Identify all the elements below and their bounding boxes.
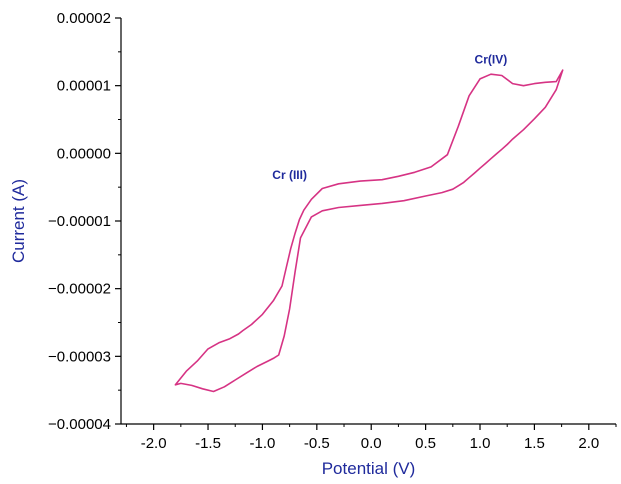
y-tick-label: −0.00001 — [48, 213, 111, 230]
x-tick-label: 2.0 — [578, 435, 599, 452]
y-tick-label: −0.00002 — [48, 281, 111, 298]
ticks-layer: −0.00004 −0.00003 −0.00002 −0.00001 0.00000 0… — [48, 10, 617, 452]
y-tick-label: 0.00001 — [57, 78, 111, 95]
x-tick-label: 1.5 — [524, 435, 545, 452]
peak-annotation: Cr (III) — [272, 168, 307, 182]
x-tick-label: 0.5 — [415, 435, 436, 452]
y-tick-label: −0.00004 — [48, 416, 111, 433]
x-tick-label: -0.5 — [304, 435, 330, 452]
x-tick-label: 0.0 — [361, 435, 382, 452]
x-tick-label: -1.0 — [249, 435, 275, 452]
x-tick-label: 1.0 — [470, 435, 491, 452]
peak-annotation: Cr(IV) — [475, 52, 508, 66]
cv-curve — [174, 69, 564, 393]
x-tick-label: -1.5 — [195, 435, 221, 452]
series-layer — [174, 69, 564, 393]
y-axis-title: Current (A) — [9, 179, 28, 263]
y-tick-label: −0.00003 — [48, 348, 111, 365]
x-axis-title: Potential (V) — [322, 459, 416, 478]
y-tick-label: 0.00002 — [57, 10, 111, 27]
x-tick-label: -2.0 — [141, 435, 167, 452]
annotation-layer: Cr(IV) Cr (III) — [272, 52, 507, 182]
y-tick-label: 0.00000 — [57, 145, 111, 162]
